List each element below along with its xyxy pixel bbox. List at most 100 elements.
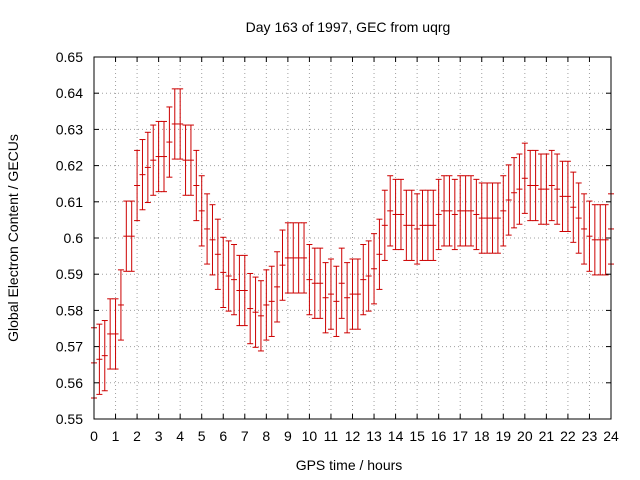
error-bar-point [489, 182, 496, 254]
error-bar-point [301, 222, 308, 294]
error-bar-point [139, 139, 146, 211]
error-bar-point [338, 247, 345, 319]
error-bar-point [101, 320, 108, 392]
error-bar-point [252, 276, 259, 348]
error-bar-point [435, 178, 442, 251]
error-bar-point [354, 258, 361, 330]
error-bar-point [317, 247, 324, 319]
error-bar-point [322, 262, 329, 334]
error-bar-point [241, 254, 248, 327]
error-bar-point [371, 233, 378, 305]
error-bar-point [521, 142, 528, 214]
error-bar-point [96, 323, 103, 395]
error-bar-point [543, 153, 550, 225]
error-bar-point [424, 189, 431, 261]
error-bar-point [532, 149, 539, 222]
error-bar-point [128, 200, 135, 272]
x-tick-label: 9 [284, 428, 292, 444]
error-bar-point [403, 189, 410, 261]
error-bar-point [231, 244, 238, 316]
error-bar-point [107, 298, 114, 370]
error-bar-point [494, 182, 501, 254]
y-tick-label: 0.59 [56, 266, 83, 282]
error-bar-point [392, 178, 399, 251]
error-bar-point [376, 218, 383, 290]
x-tick-label: 16 [431, 428, 447, 444]
error-bar-point [193, 149, 200, 222]
error-bar-point [220, 236, 227, 309]
error-bar-point [236, 254, 243, 327]
error-bar-point [564, 160, 571, 232]
error-bar-point [451, 178, 458, 251]
x-tick-label: 13 [366, 428, 382, 444]
error-bar-point [559, 160, 566, 232]
error-bar-point [414, 193, 421, 265]
error-bar-point [274, 251, 281, 323]
error-bar-point [144, 131, 151, 204]
error-bar-point [516, 153, 523, 225]
x-tick-label: 8 [262, 428, 270, 444]
y-tick-label: 0.64 [56, 85, 83, 101]
error-bar-point [295, 222, 302, 294]
x-tick-label: 3 [155, 428, 163, 444]
error-bar-point [198, 175, 205, 247]
x-tick-label: 15 [409, 428, 425, 444]
error-bar-point [575, 182, 582, 254]
error-bar-point [214, 218, 221, 290]
error-bars-series [91, 88, 614, 399]
error-bar-point [349, 258, 356, 330]
error-bar-point [247, 272, 254, 345]
error-bar-point [123, 200, 130, 272]
x-axis-ticks: 0 1 2 3 4 5 6 7 8 9 10 11 12 13 14 15 16 17 18 19 20 21 22 23 24 [90, 57, 619, 444]
x-tick-label: 1 [112, 428, 120, 444]
y-tick-label: 0.63 [56, 121, 83, 137]
error-bar-point [478, 182, 485, 254]
x-tick-label: 20 [517, 428, 533, 444]
error-bar-point [209, 204, 216, 276]
error-bar-point [279, 229, 286, 301]
y-tick-label: 0.61 [56, 194, 83, 210]
error-bar-point [306, 244, 313, 316]
y-tick-label: 0.58 [56, 302, 83, 318]
y-axis-ticks: 0.55 0.56 0.57 0.58 0.59 0.6 0.61 0.62 0.63 0.64 0… [56, 49, 611, 427]
x-tick-label: 10 [302, 428, 318, 444]
error-bar-point [419, 189, 426, 261]
error-bar-point [537, 153, 544, 225]
error-bar-point [263, 269, 270, 341]
x-tick-label: 6 [219, 428, 227, 444]
error-bar-point [161, 120, 168, 193]
y-tick-label: 0.6 [64, 230, 84, 246]
error-bar-point [462, 175, 469, 247]
error-bar-point [581, 193, 588, 265]
x-tick-label: 2 [133, 428, 141, 444]
x-tick-label: 7 [241, 428, 249, 444]
error-bar-point [484, 182, 491, 254]
error-bar-point [505, 164, 512, 236]
error-bar-point [187, 124, 194, 196]
error-bar-point [441, 175, 448, 247]
error-bar-point [360, 244, 367, 316]
x-tick-label: 24 [603, 428, 619, 444]
y-tick-label: 0.62 [56, 158, 83, 174]
error-bar-point [155, 120, 162, 193]
error-bar-point [204, 193, 211, 265]
y-tick-label: 0.55 [56, 411, 83, 427]
error-bar-point [570, 171, 577, 243]
error-bar-point [586, 200, 593, 272]
x-tick-label: 0 [90, 428, 98, 444]
error-bar-point [446, 175, 453, 247]
y-axis-label: Global Electron Content / GECUs [5, 134, 21, 342]
error-bar-point [387, 175, 394, 247]
error-bar-point [166, 106, 173, 178]
error-bar-point [344, 262, 351, 334]
error-bar-point [548, 149, 555, 222]
error-bar-point [177, 88, 184, 160]
y-tick-label: 0.57 [56, 339, 83, 355]
error-bar-point [365, 240, 372, 312]
error-bar-point [591, 204, 598, 276]
error-bar-point [117, 269, 124, 341]
error-bar-point [457, 175, 464, 247]
error-bar-point [597, 204, 604, 276]
error-bar-point [257, 280, 264, 352]
